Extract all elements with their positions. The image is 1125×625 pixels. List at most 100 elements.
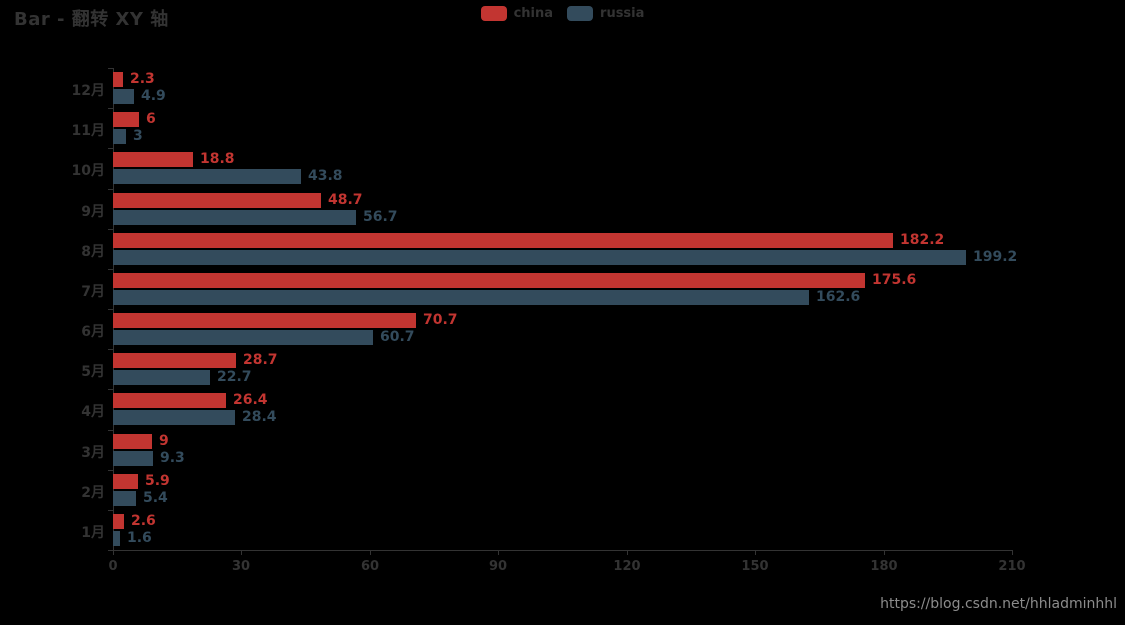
bar-value-label: 3 [133, 128, 143, 144]
bar-russia[interactable] [113, 491, 136, 506]
bar-value-label: 6 [146, 111, 156, 127]
bar-china[interactable] [113, 233, 893, 248]
bar-value-label: 18.8 [200, 151, 235, 167]
bar-china[interactable] [113, 72, 123, 87]
bar-value-label: 162.6 [816, 289, 861, 305]
y-axis-tick [108, 148, 113, 149]
y-axis-category-label: 6月 [81, 324, 105, 340]
y-axis-category-label: 12月 [71, 83, 105, 99]
bar-russia[interactable] [113, 169, 301, 184]
bar-value-label: 175.6 [872, 272, 917, 288]
bar-value-label: 2.6 [131, 513, 156, 529]
bar-value-label: 182.2 [900, 232, 945, 248]
bar-value-label: 5.4 [143, 490, 168, 506]
y-axis-category-label: 7月 [81, 284, 105, 300]
x-axis-tick-label: 180 [870, 559, 898, 574]
bar-russia[interactable] [113, 210, 356, 225]
x-axis-tick-label: 60 [360, 559, 380, 574]
bar-china[interactable] [113, 193, 321, 208]
bar-russia[interactable] [113, 330, 373, 345]
bar-china[interactable] [113, 393, 226, 408]
bar-value-label: 26.4 [233, 392, 268, 408]
bar-russia[interactable] [113, 370, 210, 385]
bar-russia[interactable] [113, 410, 235, 425]
bar-value-label: 48.7 [328, 192, 363, 208]
bar-value-label: 4.9 [141, 88, 166, 104]
legend-item-china[interactable]: china [480, 6, 554, 21]
bar-value-label: 5.9 [145, 473, 170, 489]
x-axis-tick-label: 150 [741, 559, 769, 574]
y-axis-category-label: 2月 [81, 485, 105, 501]
plot-area: 0 30 60 90 120 150 180 210 12月 2.3 4.9 11月 6 3 10月 18.8… [72, 68, 1026, 574]
x-axis-tick-label: 120 [613, 559, 641, 574]
y-axis-tick [108, 189, 113, 190]
y-axis-category-label: 5月 [81, 364, 105, 380]
bar-russia[interactable] [113, 129, 126, 144]
bar-value-label: 28.7 [243, 352, 278, 368]
bar-china[interactable] [113, 313, 416, 328]
y-axis-tick [108, 229, 113, 230]
y-axis-category-label: 10月 [71, 163, 105, 179]
x-axis-line [112, 550, 1013, 551]
legend-swatch-icon [480, 6, 507, 21]
legend-item-label: russia [600, 6, 645, 21]
y-axis-tick [108, 470, 113, 471]
bar-value-label: 22.7 [217, 369, 252, 385]
bar-russia[interactable] [113, 290, 809, 305]
y-axis-tick [108, 550, 113, 551]
bar-china[interactable] [113, 353, 236, 368]
legend: china russia [0, 6, 1125, 21]
watermark-url: https://blog.csdn.net/hhladminhhl [880, 596, 1117, 612]
bar-value-label: 70.7 [423, 312, 458, 328]
x-axis-tick-label: 0 [108, 559, 118, 574]
y-axis-tick [108, 510, 113, 511]
bar-value-label: 1.6 [127, 530, 152, 546]
y-axis-tick [108, 269, 113, 270]
x-axis-tick [498, 550, 499, 555]
y-axis-category-label: 3月 [81, 445, 105, 461]
x-axis-tick-label: 30 [231, 559, 251, 574]
bar-value-label: 56.7 [363, 209, 398, 225]
x-axis-tick [370, 550, 371, 555]
legend-item-russia[interactable]: russia [567, 6, 644, 21]
y-axis-category-label: 1月 [81, 525, 105, 541]
bar-value-label: 43.8 [308, 168, 343, 184]
legend-item-label: china [513, 6, 554, 21]
x-axis-tick [884, 550, 885, 555]
y-axis-category-label: 4月 [81, 404, 105, 420]
bar-china[interactable] [113, 434, 152, 449]
bar-value-label: 60.7 [380, 329, 415, 345]
y-axis-tick [108, 389, 113, 390]
bar-value-label: 9 [159, 433, 169, 449]
bar-russia[interactable] [113, 89, 134, 104]
chart-title: Bar - 翻转 XY 轴 [14, 9, 169, 30]
y-axis-category-label: 11月 [71, 123, 105, 139]
bar-value-label: 199.2 [973, 249, 1018, 265]
bar-china[interactable] [113, 112, 139, 127]
y-axis-tick [108, 309, 113, 310]
x-axis-tick [113, 550, 114, 555]
y-axis-tick [108, 349, 113, 350]
bar-china[interactable] [113, 273, 865, 288]
x-axis-tick [1012, 550, 1013, 555]
x-axis-tick-label: 90 [488, 559, 508, 574]
y-axis-line [113, 68, 114, 550]
bar-russia[interactable] [113, 451, 153, 466]
bar-value-label: 28.4 [242, 409, 277, 425]
y-axis-category-label: 9月 [81, 204, 105, 220]
y-axis-tick [108, 430, 113, 431]
bar-china[interactable] [113, 514, 124, 529]
bar-russia[interactable] [113, 250, 966, 265]
y-axis-category-label: 8月 [81, 244, 105, 260]
bar-value-label: 2.3 [130, 71, 155, 87]
bar-value-label: 9.3 [160, 450, 185, 466]
legend-swatch-icon [567, 6, 594, 21]
y-axis-tick [108, 108, 113, 109]
y-axis-tick [108, 68, 113, 69]
x-axis-tick-label: 210 [998, 559, 1026, 574]
bar-china[interactable] [113, 152, 193, 167]
x-axis-tick [755, 550, 756, 555]
bar-russia[interactable] [113, 531, 120, 546]
bar-china[interactable] [113, 474, 138, 489]
